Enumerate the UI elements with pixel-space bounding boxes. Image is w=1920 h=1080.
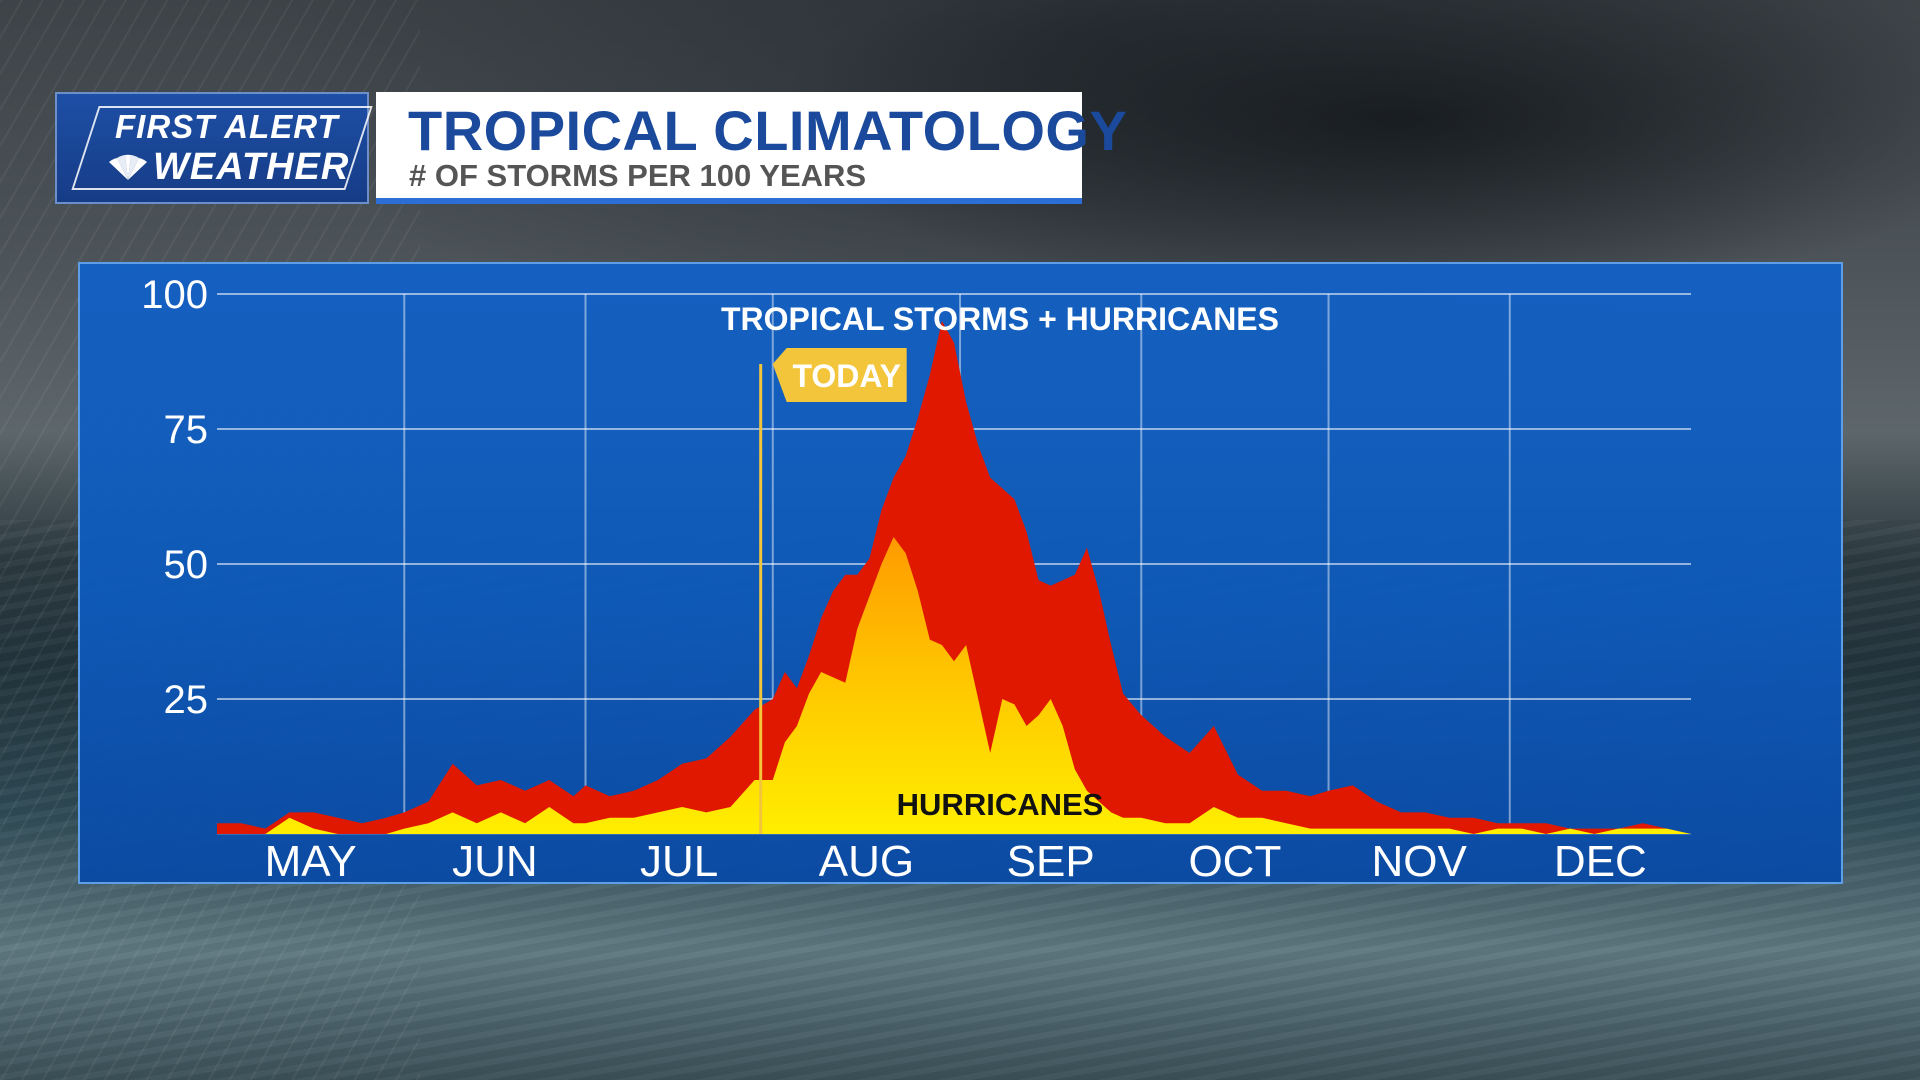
x-tick-label: DEC bbox=[1554, 837, 1647, 886]
x-tick-label: MAY bbox=[265, 837, 357, 886]
today-label: TODAY bbox=[792, 358, 900, 394]
page-title: TROPICAL CLIMATOLOGY bbox=[408, 99, 1128, 162]
x-tick-label: OCT bbox=[1188, 837, 1281, 886]
series-tropical-storms-hurricanes bbox=[217, 321, 1691, 834]
labels: 100 75 50 25 MAY JUN JUL AUG SEP OCT NOV DEC TODAY TR… bbox=[141, 273, 1647, 886]
x-tick-label: NOV bbox=[1371, 837, 1467, 886]
chart-panel: 100 75 50 25 MAY JUN JUL AUG SEP OCT NOV DEC TODAY TR… bbox=[78, 262, 1843, 886]
first-alert-weather-logo: FIRST ALERT WEATHER bbox=[55, 92, 373, 204]
y-tick-label: 50 bbox=[164, 543, 209, 587]
hurricane-series-label: HURRICANES bbox=[897, 787, 1104, 822]
logo-line-2: WEATHER bbox=[153, 146, 350, 188]
y-tick-label: 75 bbox=[164, 408, 209, 452]
today-flag bbox=[772, 348, 907, 402]
x-tick-label: AUG bbox=[819, 837, 914, 886]
climatology-chart: 100 75 50 25 MAY JUN JUL AUG SEP OCT NOV DEC TODAY TR… bbox=[141, 273, 1691, 886]
title-panel: TROPICAL CLIMATOLOGY # OF STORMS PER 100… bbox=[376, 92, 1127, 204]
y-tick-label: 25 bbox=[164, 678, 209, 722]
y-tick-label: 100 bbox=[141, 273, 208, 317]
peacock-icon bbox=[109, 154, 147, 180]
page-subtitle: # OF STORMS PER 100 YEARS bbox=[409, 158, 867, 193]
x-tick-label: SEP bbox=[1007, 837, 1095, 886]
x-tick-label: JUL bbox=[640, 837, 718, 886]
logo-line-1: FIRST ALERT bbox=[115, 108, 339, 145]
series-hurricanes bbox=[217, 537, 1691, 834]
total-series-label: TROPICAL STORMS + HURRICANES bbox=[721, 301, 1279, 337]
x-tick-label: JUN bbox=[452, 837, 538, 886]
data-areas bbox=[217, 321, 1691, 834]
